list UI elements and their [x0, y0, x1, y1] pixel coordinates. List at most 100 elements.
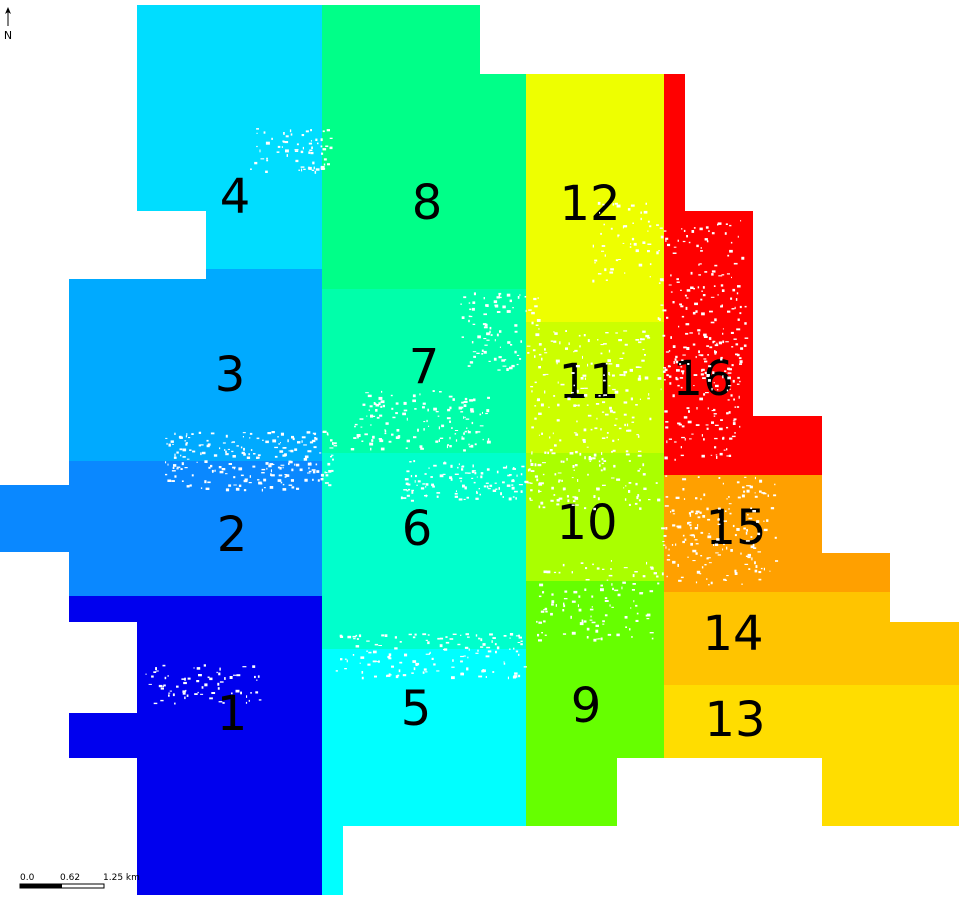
building-speck: [730, 297, 733, 300]
building-speck: [282, 447, 286, 449]
zone-11[interactable]: 11: [526, 321, 664, 453]
building-speck: [489, 326, 492, 330]
building-speck: [370, 414, 374, 418]
zone-4[interactable]: 4: [137, 5, 322, 269]
zone-7-label: 7: [409, 339, 440, 395]
building-speck: [569, 452, 574, 455]
building-speck: [637, 377, 642, 381]
building-speck: [172, 466, 175, 469]
building-speck: [736, 481, 740, 484]
zone-13[interactable]: 13: [664, 684, 959, 826]
building-speck: [704, 371, 707, 375]
building-speck: [682, 534, 685, 537]
building-speck: [405, 447, 408, 449]
zone-7[interactable]: 7: [322, 288, 526, 453]
building-speck: [701, 369, 703, 372]
building-speck: [544, 352, 548, 354]
building-speck: [285, 149, 289, 153]
building-speck: [665, 426, 669, 429]
zone-5[interactable]: 5: [322, 648, 526, 895]
building-speck: [538, 343, 542, 346]
building-speck: [537, 463, 542, 467]
building-speck: [737, 285, 741, 288]
building-speck: [254, 675, 256, 679]
building-speck: [707, 518, 711, 521]
building-speck: [592, 563, 594, 566]
building-speck: [467, 430, 469, 432]
building-speck: [674, 458, 676, 461]
building-speck: [468, 446, 472, 448]
building-speck: [682, 540, 685, 544]
zone-3[interactable]: 3: [69, 269, 322, 461]
building-speck: [428, 467, 430, 469]
building-speck: [594, 262, 596, 264]
zone-12[interactable]: 12: [526, 74, 664, 322]
building-speck: [388, 673, 391, 676]
building-speck: [686, 407, 690, 410]
building-speck: [487, 438, 490, 441]
building-speck: [622, 242, 625, 244]
building-speck: [715, 454, 718, 456]
building-speck: [553, 494, 556, 496]
zone-13-area: [664, 684, 959, 826]
building-speck: [388, 440, 392, 443]
building-speck: [479, 493, 481, 496]
building-speck: [579, 452, 582, 456]
zone-1[interactable]: 1: [69, 593, 322, 895]
building-speck: [488, 360, 491, 362]
building-speck: [580, 377, 584, 380]
building-speck: [486, 468, 490, 471]
building-speck: [748, 485, 751, 487]
building-speck: [340, 635, 344, 638]
building-speck: [558, 481, 560, 483]
zone-2[interactable]: 2: [0, 460, 322, 596]
zone-14[interactable]: 14: [664, 591, 959, 685]
building-speck: [650, 567, 654, 570]
building-speck: [674, 441, 677, 443]
building-speck: [222, 442, 226, 444]
building-speck: [701, 434, 703, 437]
building-speck: [685, 323, 690, 326]
building-speck: [610, 227, 613, 230]
zone-6[interactable]: 6: [322, 452, 526, 649]
building-speck: [624, 423, 626, 427]
building-speck: [270, 469, 272, 473]
building-speck: [406, 417, 408, 421]
building-speck: [747, 553, 751, 557]
building-speck: [375, 404, 380, 407]
zone-10[interactable]: 10: [526, 452, 664, 581]
building-speck: [602, 623, 605, 625]
zone-15[interactable]: 15: [664, 474, 890, 592]
building-speck: [197, 691, 199, 694]
building-speck: [714, 353, 717, 355]
building-speck: [387, 655, 391, 659]
building-speck: [445, 641, 450, 644]
building-speck: [728, 368, 732, 371]
building-speck: [280, 442, 281, 444]
zone-9[interactable]: 9: [526, 580, 664, 826]
building-speck: [703, 358, 707, 360]
building-speck: [385, 422, 389, 425]
building-speck: [712, 371, 715, 375]
building-speck: [494, 482, 497, 484]
building-speck: [435, 411, 439, 413]
building-speck: [645, 334, 650, 338]
building-speck: [701, 454, 705, 458]
zone-8[interactable]: 8: [322, 5, 526, 289]
building-speck: [717, 507, 721, 510]
building-speck: [634, 502, 638, 505]
building-speck: [681, 436, 685, 439]
building-speck: [263, 478, 267, 482]
building-speck: [747, 514, 749, 516]
building-speck: [390, 394, 393, 397]
building-speck: [204, 683, 208, 687]
building-speck: [527, 482, 531, 484]
building-speck: [208, 466, 211, 469]
building-speck: [294, 448, 298, 451]
building-speck: [557, 403, 560, 407]
building-speck: [665, 527, 668, 530]
building-speck: [480, 472, 484, 475]
building-speck: [499, 296, 502, 299]
building-speck: [728, 411, 731, 414]
building-speck: [382, 404, 385, 408]
